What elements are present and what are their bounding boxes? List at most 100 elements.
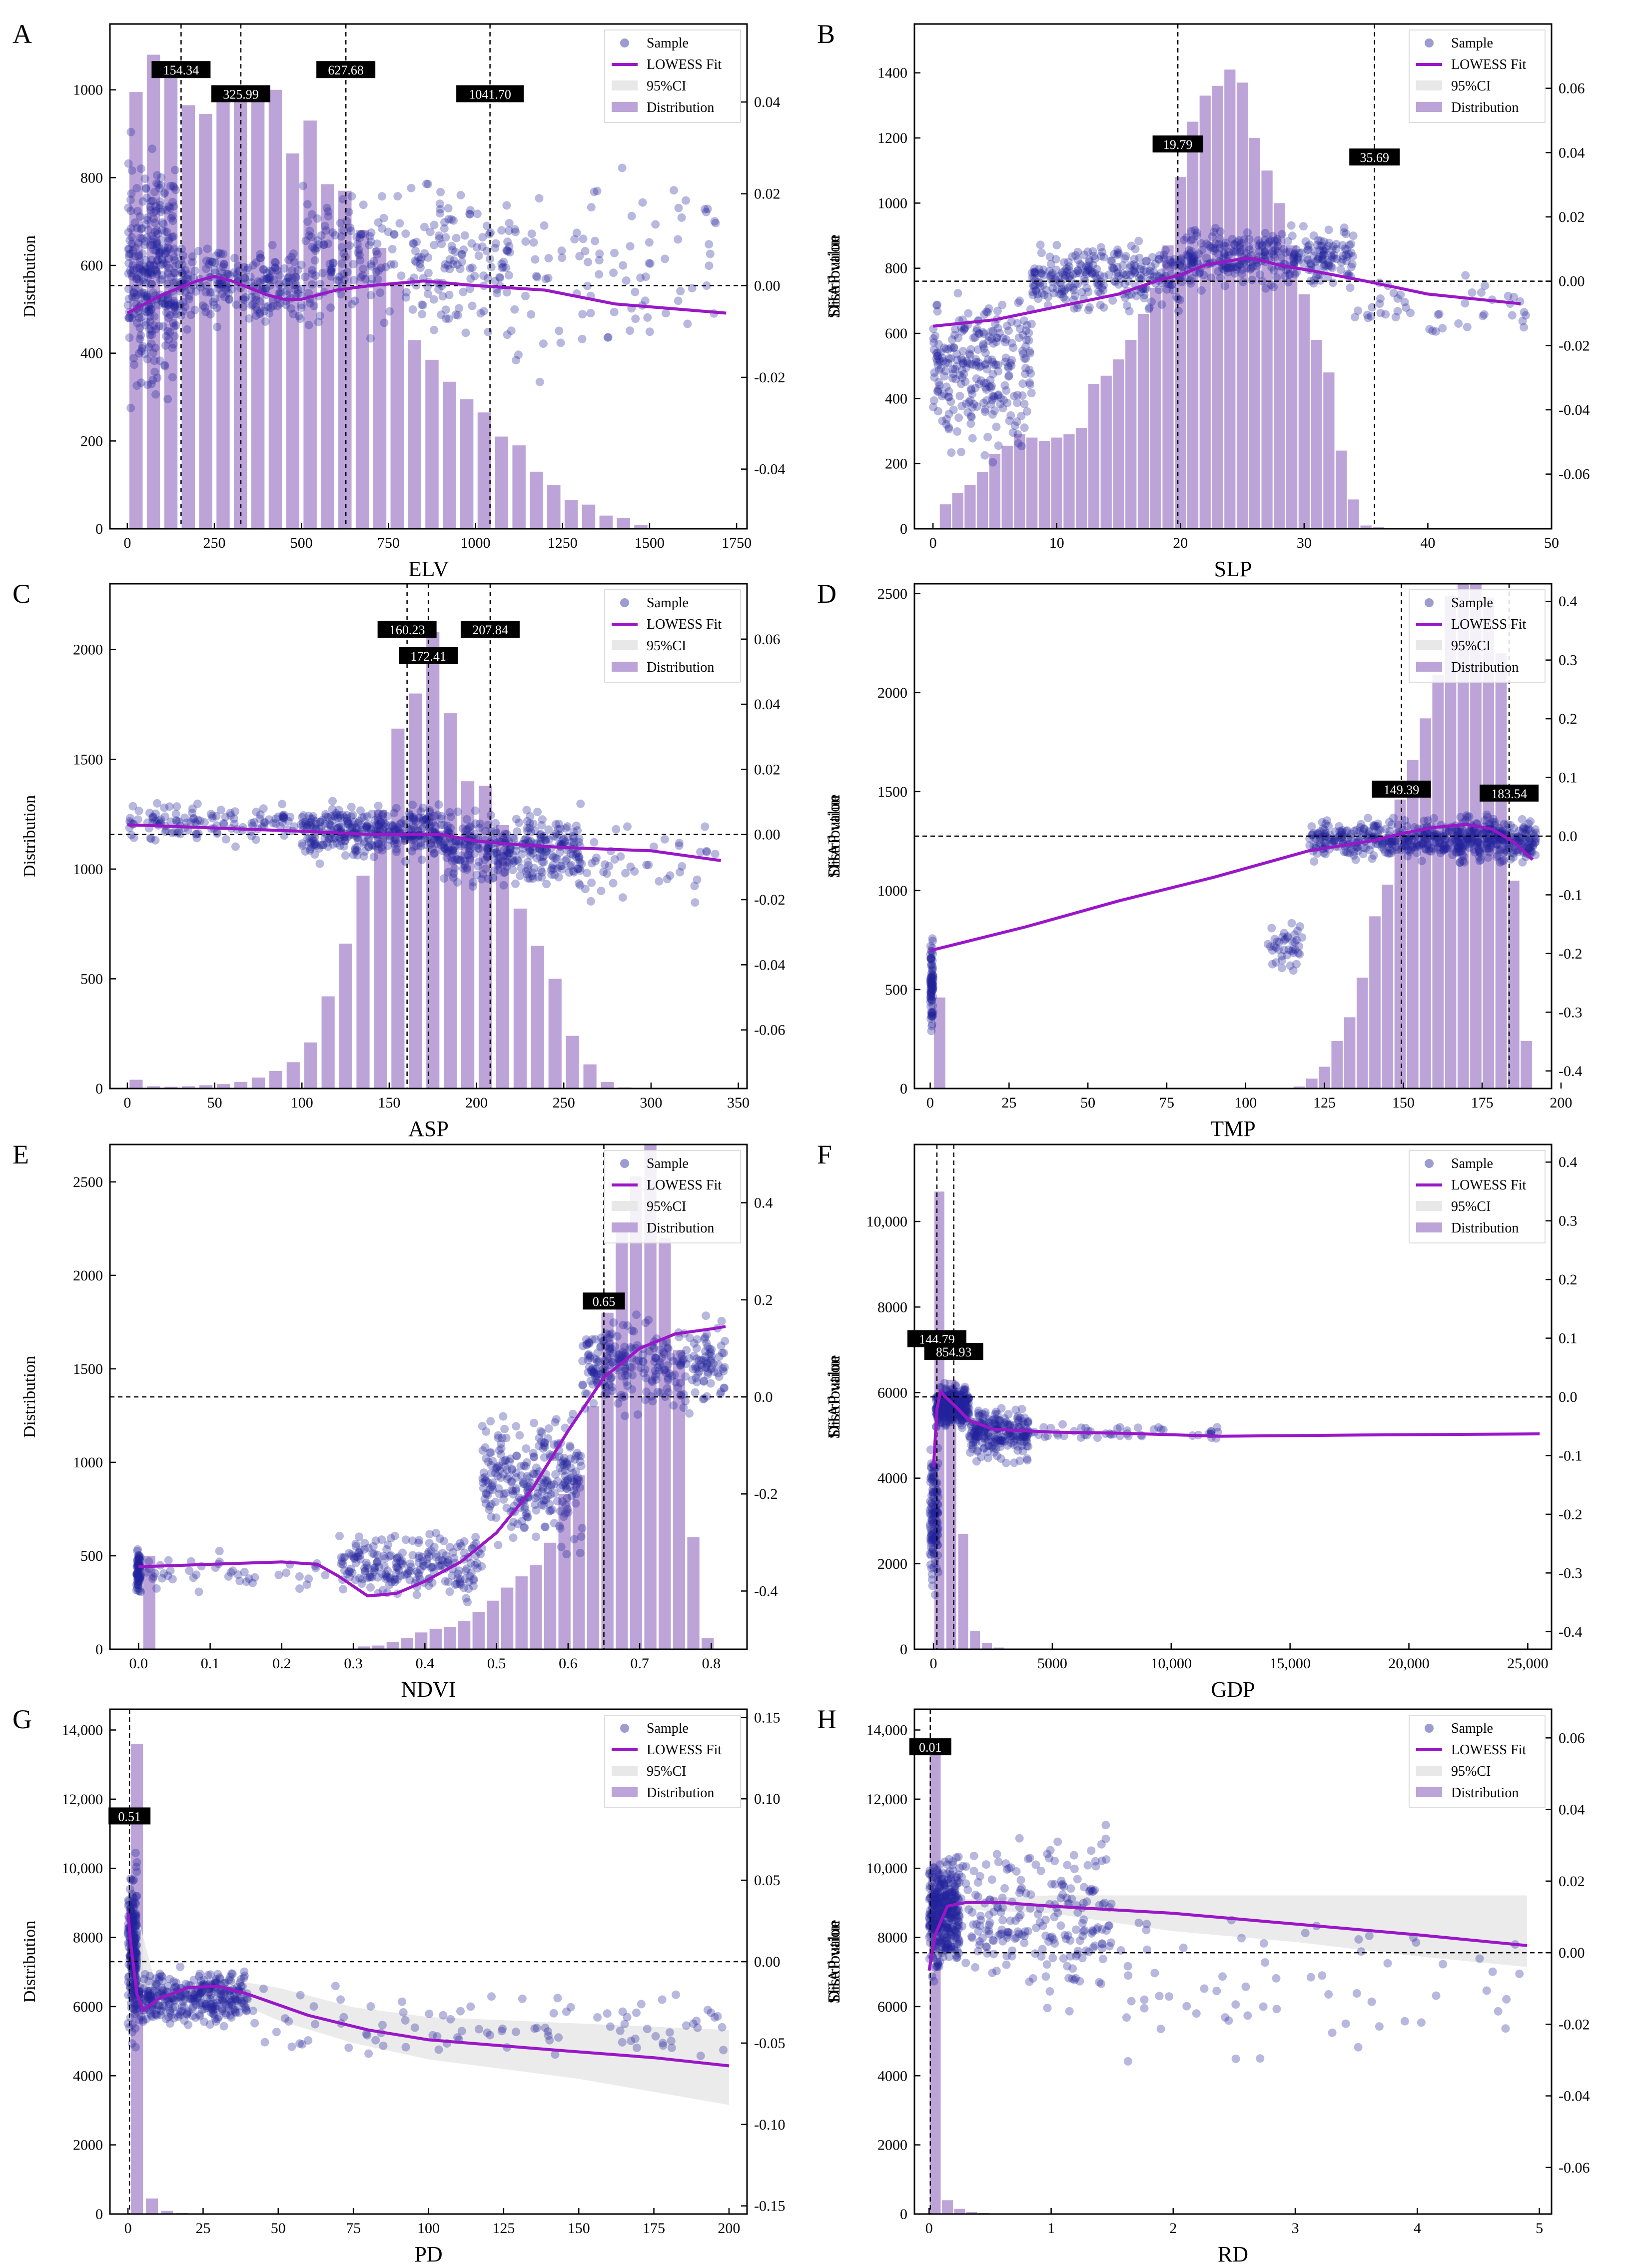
sample-point bbox=[1293, 926, 1302, 935]
sample-point bbox=[307, 818, 315, 827]
sample-point bbox=[391, 834, 400, 843]
sample-point bbox=[413, 826, 422, 835]
sample-point bbox=[1500, 837, 1509, 846]
threshold-label: 0.65 bbox=[593, 1294, 616, 1309]
sample-point bbox=[1125, 307, 1134, 316]
sample-point bbox=[442, 1551, 451, 1560]
sample-point bbox=[1305, 841, 1314, 850]
sample-point bbox=[927, 987, 936, 996]
y2-tick-label: 0.04 bbox=[754, 696, 781, 713]
sample-point bbox=[321, 226, 330, 235]
x-tick-label: 0.2 bbox=[272, 1655, 291, 1672]
sample-point bbox=[1084, 263, 1093, 272]
bar bbox=[164, 1087, 178, 1089]
sample-point bbox=[1473, 838, 1482, 847]
sample-point bbox=[992, 333, 1001, 342]
sample-point bbox=[1088, 260, 1097, 269]
sample-point bbox=[436, 209, 444, 218]
sample-point bbox=[1022, 407, 1031, 416]
sample-point bbox=[127, 313, 136, 322]
sample-point bbox=[1456, 813, 1465, 822]
sample-point bbox=[214, 284, 223, 293]
sample-point bbox=[276, 287, 285, 296]
sample-point bbox=[306, 821, 315, 830]
sample-point bbox=[150, 265, 159, 274]
sample-point bbox=[348, 811, 357, 820]
sample-point bbox=[308, 266, 317, 275]
sample-point bbox=[448, 845, 457, 854]
sample-point bbox=[645, 238, 654, 247]
sample-point bbox=[1210, 244, 1219, 253]
sample-point bbox=[491, 239, 500, 248]
sample-point bbox=[437, 814, 446, 823]
sample-point bbox=[279, 813, 288, 822]
sample-point bbox=[927, 1009, 936, 1018]
sample-point bbox=[1431, 838, 1440, 847]
sample-point bbox=[456, 842, 465, 851]
sample-point bbox=[1351, 855, 1360, 864]
sample-point bbox=[437, 821, 446, 830]
sample-point bbox=[1459, 828, 1468, 837]
sample-point bbox=[972, 324, 981, 333]
sample-point bbox=[1284, 278, 1293, 287]
sample-point bbox=[268, 240, 277, 249]
sample-point bbox=[341, 851, 350, 860]
sample-point bbox=[269, 275, 278, 284]
sample-point bbox=[926, 1008, 935, 1017]
y2-tick-label: 0.1 bbox=[1559, 770, 1578, 786]
sample-point bbox=[311, 817, 320, 826]
sample-point bbox=[1362, 832, 1371, 841]
sample-point bbox=[350, 296, 359, 305]
sample-point bbox=[1138, 274, 1147, 283]
sample-point bbox=[327, 266, 336, 275]
sample-point bbox=[462, 865, 471, 874]
sample-point bbox=[1028, 290, 1037, 299]
sample-point bbox=[310, 256, 319, 265]
sample-point bbox=[188, 258, 197, 266]
sample-point bbox=[1144, 305, 1153, 313]
sample-point bbox=[1319, 824, 1328, 833]
sample-point bbox=[553, 864, 562, 873]
sample-point bbox=[1064, 258, 1073, 267]
sample-point bbox=[128, 272, 136, 281]
bar bbox=[1323, 372, 1335, 529]
sample-point bbox=[603, 333, 612, 342]
sample-point bbox=[444, 204, 453, 213]
sample-point bbox=[1189, 257, 1198, 266]
bar bbox=[356, 876, 370, 1089]
sample-point bbox=[1319, 255, 1328, 263]
sample-point bbox=[525, 846, 534, 855]
sample-point bbox=[1475, 845, 1484, 854]
sample-point bbox=[537, 866, 546, 875]
sample-point bbox=[133, 1580, 142, 1589]
sample-point bbox=[1347, 844, 1356, 853]
sample-point bbox=[225, 271, 234, 280]
sample-point bbox=[225, 295, 234, 304]
sample-point bbox=[1022, 321, 1031, 330]
sample-point bbox=[1461, 299, 1470, 308]
sample-point bbox=[610, 855, 619, 864]
sample-point bbox=[717, 1341, 726, 1350]
sample-point bbox=[358, 826, 366, 834]
sample-point bbox=[1475, 847, 1484, 856]
sample-point bbox=[587, 878, 596, 887]
sample-point bbox=[1025, 347, 1034, 356]
sample-point bbox=[1030, 268, 1039, 277]
sample-point bbox=[703, 204, 712, 213]
legend-label: LOWESS Fit bbox=[1451, 57, 1526, 72]
sample-point bbox=[162, 248, 171, 257]
sample-point bbox=[240, 263, 249, 272]
sample-point bbox=[569, 868, 578, 877]
sample-point bbox=[1495, 824, 1504, 833]
bar bbox=[338, 190, 352, 529]
sample-point bbox=[164, 243, 172, 252]
sample-point bbox=[168, 198, 177, 206]
sample-point bbox=[575, 855, 584, 864]
sample-point bbox=[581, 247, 590, 255]
sample-point bbox=[1013, 390, 1022, 399]
sample-point bbox=[1025, 365, 1034, 374]
sample-point bbox=[339, 813, 348, 822]
sample-point bbox=[1018, 346, 1027, 355]
sample-point bbox=[1068, 270, 1077, 279]
sample-point bbox=[609, 268, 618, 277]
